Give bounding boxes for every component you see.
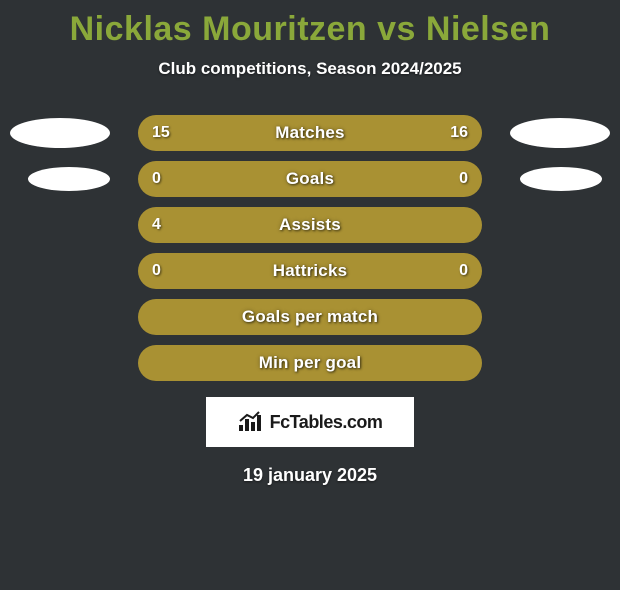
stat-label: Matches <box>275 123 344 143</box>
stat-label: Hattricks <box>273 261 348 281</box>
stat-row-min-per-goal: Min per goal <box>0 345 620 381</box>
marker-ellipse-icon <box>510 118 610 148</box>
brand-text: FcTables.com <box>270 412 383 433</box>
page-subtitle: Club competitions, Season 2024/2025 <box>0 59 620 79</box>
bar-chart-icon <box>238 411 266 433</box>
brand-badge: FcTables.com <box>206 397 414 447</box>
stat-row-goals: 0 Goals 0 <box>0 161 620 197</box>
stat-bar: 0 Hattricks 0 <box>138 253 482 289</box>
stat-bar: 4 Assists <box>138 207 482 243</box>
marker-ellipse-icon <box>10 118 110 148</box>
stat-label: Assists <box>279 215 341 235</box>
stat-right-value: 16 <box>450 124 468 142</box>
stat-bar: Min per goal <box>138 345 482 381</box>
stat-row-matches: 15 Matches 16 <box>0 115 620 151</box>
stat-bar: 0 Goals 0 <box>138 161 482 197</box>
stat-left-value: 0 <box>152 170 161 188</box>
stat-label: Goals per match <box>242 307 378 327</box>
stat-label: Goals <box>286 169 334 189</box>
stats-container: 15 Matches 16 0 Goals 0 4 Assists 0 Hatt… <box>0 115 620 381</box>
marker-ellipse-icon <box>28 167 110 191</box>
footer-date: 19 january 2025 <box>0 465 620 486</box>
stat-left-value: 0 <box>152 262 161 280</box>
stat-label: Min per goal <box>259 353 362 373</box>
marker-ellipse-icon <box>520 167 602 191</box>
stat-row-hattricks: 0 Hattricks 0 <box>0 253 620 289</box>
stat-row-assists: 4 Assists <box>0 207 620 243</box>
stat-left-value: 15 <box>152 124 170 142</box>
stat-bar: 15 Matches 16 <box>138 115 482 151</box>
stat-right-value: 0 <box>459 170 468 188</box>
stat-left-value: 4 <box>152 216 161 234</box>
stat-bar: Goals per match <box>138 299 482 335</box>
stat-row-goals-per-match: Goals per match <box>0 299 620 335</box>
page-title: Nicklas Mouritzen vs Nielsen <box>0 10 620 49</box>
stat-right-value: 0 <box>459 262 468 280</box>
